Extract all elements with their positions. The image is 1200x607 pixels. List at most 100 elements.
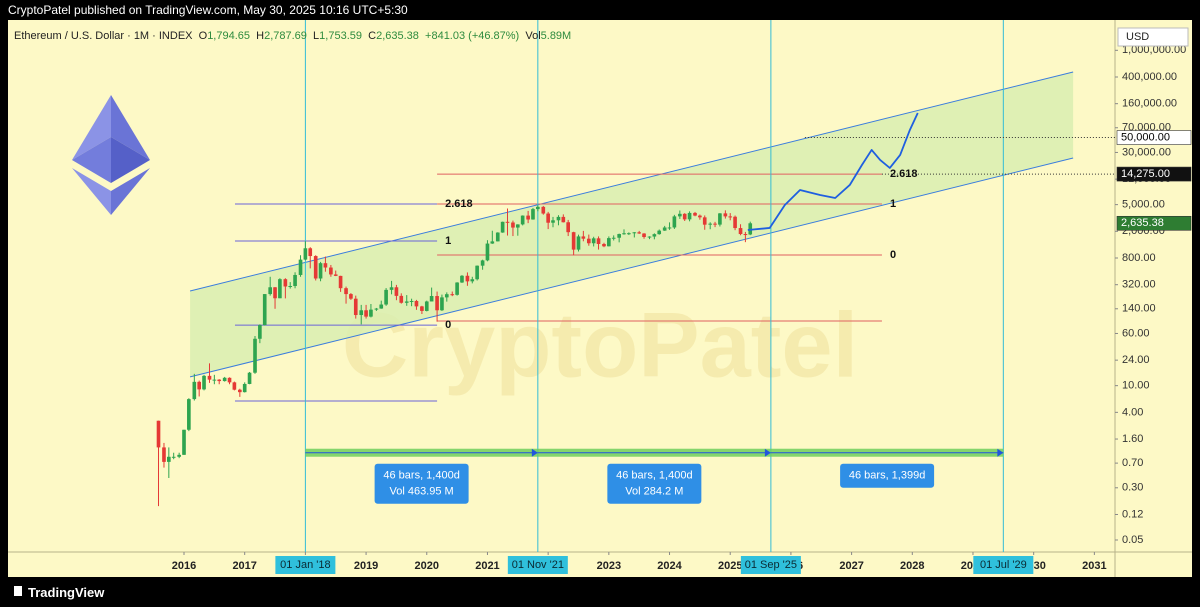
- candle-body: [394, 287, 399, 296]
- date-marker-box: [275, 556, 336, 574]
- price-label-box: [1116, 166, 1192, 182]
- plot-area: CryptoPatel: [156, 20, 1115, 552]
- eth-facet: [72, 137, 111, 183]
- y-tick-label: 160,000.00: [1122, 98, 1177, 110]
- candle-body: [657, 230, 662, 235]
- candle-body: [520, 215, 525, 225]
- x-tick-label: 2017: [232, 560, 256, 572]
- fib-label: 0: [890, 249, 896, 261]
- publisher-line: CryptoPatel published on TradingView.com…: [8, 3, 408, 17]
- range-box: [374, 463, 469, 504]
- candle-body: [566, 222, 570, 233]
- candle-body: [515, 224, 520, 228]
- candle-body: [435, 296, 439, 311]
- date-marker-label: 01 Sep '25: [745, 559, 797, 571]
- candle-body: [349, 294, 353, 299]
- range-text: Vol 284.2 M: [625, 486, 683, 498]
- eth-facet: [111, 95, 150, 160]
- candle-body: [156, 420, 161, 448]
- y-tick-label: 0.12: [1122, 508, 1143, 520]
- x-tick-label: 2031: [1082, 560, 1106, 572]
- date-marker-label: 01 Jul '29: [980, 559, 1027, 571]
- candle-body: [627, 233, 631, 235]
- y-tick-label: 5,000.00: [1122, 199, 1165, 211]
- candle-body: [440, 297, 444, 311]
- volume: 5.89M: [540, 30, 572, 42]
- candle-body: [318, 263, 323, 279]
- candle-body: [359, 310, 364, 316]
- range-arrow: [531, 448, 538, 457]
- candle-body: [182, 429, 186, 455]
- candle-body: [490, 241, 495, 244]
- candle-body: [526, 215, 530, 220]
- currency-box: [1117, 27, 1189, 47]
- candle-body: [571, 232, 576, 250]
- y-tick-label: 400,000.00: [1122, 71, 1177, 83]
- ohlc-key: C: [368, 30, 377, 42]
- candle-body: [379, 304, 384, 309]
- candle-body: [470, 279, 475, 282]
- candle-body: [667, 227, 672, 229]
- y-tick-label: 30,000.00: [1122, 146, 1171, 158]
- range-text: 46 bars, 1,399d: [849, 470, 925, 482]
- candle-body: [232, 382, 237, 390]
- volume-key: Vol: [525, 30, 541, 42]
- candle-body: [698, 215, 702, 218]
- candle-body: [253, 338, 257, 373]
- price-label: 14,275.00: [1121, 168, 1170, 180]
- eth-facet: [72, 95, 111, 160]
- candle-body: [217, 379, 222, 382]
- price-label: 2,635.38: [1121, 217, 1164, 229]
- x-tick-label: 2016: [172, 560, 196, 572]
- channel-line: [189, 157, 1074, 378]
- candle-body: [713, 223, 717, 225]
- overlay: 2.618 1 0 2.618 1 0 46 bars, 1,400d Vol 463.95 …: [172, 27, 1192, 574]
- x-tick-label: 2028: [900, 560, 924, 572]
- date-marker-label: 01 Nov '21: [512, 559, 564, 571]
- candle-body: [687, 212, 692, 220]
- candle-body: [642, 233, 646, 238]
- price-label-box: [1116, 130, 1192, 145]
- brand: TradingView: [28, 585, 105, 600]
- eth-facet: [111, 137, 150, 183]
- candle-body: [404, 301, 409, 303]
- symbol: Ethereum / U.S. Dollar · 1M · INDEX: [14, 30, 193, 42]
- candle-body: [617, 234, 621, 238]
- candle-body: [622, 233, 626, 235]
- candle-body: [551, 220, 555, 223]
- candle-body: [682, 213, 687, 220]
- candle-body: [733, 216, 737, 229]
- date-marker-box: [973, 556, 1034, 574]
- ethereum-logo: [72, 95, 150, 215]
- candle-body: [546, 213, 550, 223]
- candle-body: [308, 248, 313, 257]
- candle-body: [242, 383, 247, 393]
- range-text: 46 bars, 1,400d: [383, 470, 459, 482]
- candle-body: [581, 236, 586, 239]
- candle-body: [678, 213, 682, 217]
- candle-body: [708, 223, 713, 225]
- candle-body: [177, 454, 181, 457]
- range-box: [607, 463, 702, 504]
- candle-body: [369, 309, 373, 317]
- candle-body: [414, 300, 419, 307]
- candle-body: [738, 228, 743, 235]
- candle-body: [465, 275, 470, 282]
- candle-body: [420, 306, 424, 311]
- candle-body: [611, 237, 616, 239]
- candle-body: [212, 379, 217, 381]
- candle-body: [171, 456, 176, 458]
- eth-facet: [111, 168, 150, 215]
- candle-body: [192, 381, 197, 400]
- candle-body: [455, 282, 459, 295]
- y-tick-label: 0.05: [1122, 534, 1143, 546]
- candle-body: [273, 287, 277, 299]
- candle-body: [323, 263, 328, 268]
- channel-line: [189, 71, 1074, 292]
- fib-label: 0: [445, 319, 451, 331]
- candle-body: [531, 209, 535, 220]
- candle-body: [718, 213, 722, 225]
- candle-body: [329, 267, 333, 275]
- candle-body: [475, 265, 479, 280]
